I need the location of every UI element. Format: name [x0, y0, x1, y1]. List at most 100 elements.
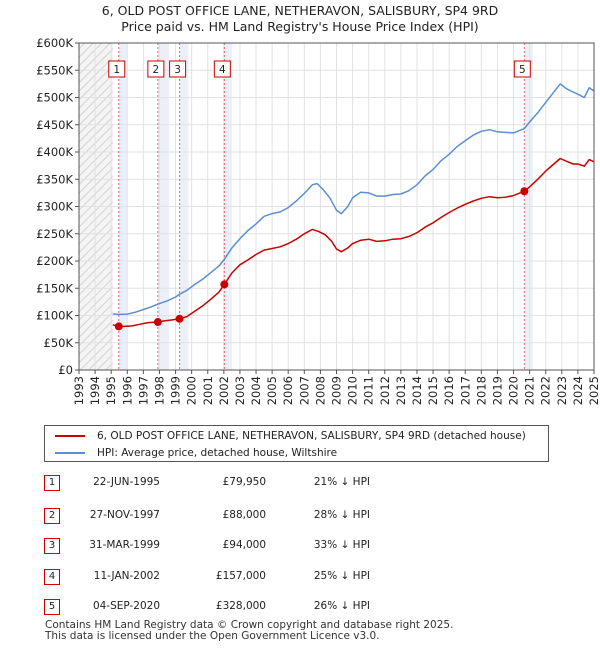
y-tick-label: £150K	[36, 281, 73, 295]
transaction-date: 31-MAR-1999	[89, 539, 160, 551]
sale-shaded-span	[224, 43, 232, 370]
y-tick-label: £400K	[36, 145, 73, 159]
transaction-price: £94,000	[222, 539, 266, 551]
sale-point	[520, 187, 529, 196]
x-tick-label: 2021	[523, 376, 537, 405]
sale-points	[114, 187, 529, 331]
transaction-number: 4	[44, 569, 60, 585]
x-tick-label: 2017	[458, 376, 472, 405]
transaction-date: 27-NOV-1997	[89, 509, 160, 521]
sale-number-label: 4	[219, 64, 226, 76]
transaction-hpi-diff: 33% ↓ HPI	[313, 539, 370, 551]
table-row: 3 31-MAR-1999 £94,000 33% ↓ HPI	[0, 537, 600, 557]
table-row: 4 11-JAN-2002 £157,000 25% ↓ HPI	[0, 568, 600, 588]
transaction-hpi-diff: 28% ↓ HPI	[313, 509, 370, 521]
transaction-price: £157,000	[215, 570, 266, 582]
x-tick-label: 1994	[88, 376, 102, 405]
hpi-line	[112, 83, 595, 316]
x-tick-label: 1998	[152, 376, 166, 405]
transaction-hpi-diff: 21% ↓ HPI	[313, 476, 370, 488]
x-tick-label: 1995	[104, 376, 118, 405]
transaction-number: 2	[44, 508, 60, 524]
x-tick-label: 2022	[539, 376, 553, 405]
x-tick-label: 2010	[346, 376, 360, 405]
transaction-number: 1	[44, 475, 60, 491]
table-row: 1 22-JUN-1995 £79,950 21% ↓ HPI	[0, 474, 600, 494]
sale-shaded-span	[179, 43, 189, 370]
transaction-hpi-diff: 26% ↓ HPI	[313, 600, 370, 612]
x-tick-label: 2013	[394, 376, 408, 405]
x-tick-label: 1997	[136, 376, 150, 405]
sale-point	[153, 318, 162, 327]
sale-number-box	[108, 60, 126, 78]
transaction-date: 22-JUN-1995	[93, 476, 160, 488]
sale-number-box	[147, 60, 165, 78]
sale-number-box	[513, 60, 531, 78]
x-tick-label: 2015	[426, 376, 440, 405]
sale-point	[114, 322, 123, 331]
y-tick-label: £250K	[36, 227, 73, 241]
x-tick-label: 2004	[249, 376, 263, 405]
x-tick-label: 2018	[474, 376, 488, 405]
x-tick-label: 2008	[313, 376, 327, 405]
table-row: 2 27-NOV-1997 £88,000 28% ↓ HPI	[0, 507, 600, 527]
x-tick-label: 1999	[169, 376, 183, 405]
transaction-date: 04-SEP-2020	[92, 600, 160, 612]
sale-number-box	[169, 60, 187, 78]
sale-number-label: 1	[113, 64, 120, 76]
x-tick-label: 1993	[72, 376, 86, 405]
y-axis-ticks: £0 £50K £100K £150K £200K £250K £300K £350K £400…	[36, 36, 79, 377]
footer-line-copyright: Contains HM Land Registry data © Crown c…	[45, 619, 454, 631]
y-tick-label: £350K	[36, 172, 73, 186]
x-tick-label: 2020	[507, 376, 521, 405]
x-tick-label: 2014	[410, 376, 424, 405]
x-tick-label: 2023	[555, 376, 569, 405]
transaction-number: 5	[44, 599, 60, 615]
y-tick-label: £300K	[36, 200, 73, 214]
y-tick-label: £600K	[36, 36, 73, 50]
sale-shaded-spans	[118, 43, 533, 370]
transaction-price: £79,950	[222, 476, 266, 488]
sale-number-boxes: 1 2 3 4 5	[108, 60, 531, 78]
sale-number-label: 5	[519, 64, 526, 76]
x-tick-label: 2002	[217, 376, 231, 405]
x-tick-label: 1996	[120, 376, 134, 405]
legend-label-hpi: HPI: Average price, detached house, Wilt…	[97, 447, 338, 459]
x-tick-label: 2024	[571, 376, 585, 405]
x-axis-ticks: 1993 1994 1995 1996 1997 1998 1999 2000 2001 2002…	[72, 370, 600, 405]
x-tick-label: 2016	[442, 376, 456, 405]
y-tick-label: £500K	[36, 91, 73, 105]
x-tick-label: 2019	[490, 376, 504, 405]
x-tick-label: 2009	[330, 376, 344, 405]
y-tick-label: £50K	[44, 336, 74, 350]
y-tick-label: £0	[58, 363, 73, 377]
transaction-price: £88,000	[222, 509, 266, 521]
transaction-price: £328,000	[215, 600, 266, 612]
chart-subtitle: Price paid vs. HM Land Registry's House …	[121, 19, 478, 34]
x-tick-label: 2012	[378, 376, 392, 405]
sale-shaded-span	[118, 43, 128, 370]
x-tick-label: 2005	[265, 376, 279, 405]
sale-number-label: 3	[174, 64, 181, 76]
legend-label-property: 6, OLD POST OFFICE LANE, NETHERAVON, SAL…	[97, 430, 526, 442]
x-tick-label: 2001	[201, 376, 215, 405]
x-tick-label: 2007	[297, 376, 311, 405]
price-chart: 6, OLD POST OFFICE LANE, NETHERAVON, SAL…	[36, 3, 600, 405]
sale-shaded-span	[524, 43, 533, 370]
y-tick-label: £100K	[36, 309, 73, 323]
sale-point	[220, 280, 229, 289]
chart-title: 6, OLD POST OFFICE LANE, NETHERAVON, SAL…	[102, 3, 498, 18]
legend: 6, OLD POST OFFICE LANE, NETHERAVON, SAL…	[44, 425, 549, 462]
legend-swatch-hpi	[55, 452, 85, 454]
plot-frame	[78, 42, 595, 371]
x-tick-label: 2000	[185, 376, 199, 405]
footer-attribution: Contains HM Land Registry data © Crown c…	[45, 620, 453, 642]
y-tick-label: £200K	[36, 254, 73, 268]
sale-point	[175, 314, 184, 323]
table-row: 5 04-SEP-2020 £328,000 26% ↓ HPI	[0, 598, 600, 618]
footer-line-licence: This data is licensed under the Open Gov…	[45, 630, 380, 642]
y-tick-label: £550K	[36, 63, 73, 77]
x-tick-label: 2006	[281, 376, 295, 405]
x-tick-label: 2011	[362, 376, 376, 405]
transaction-hpi-diff: 25% ↓ HPI	[313, 570, 370, 582]
